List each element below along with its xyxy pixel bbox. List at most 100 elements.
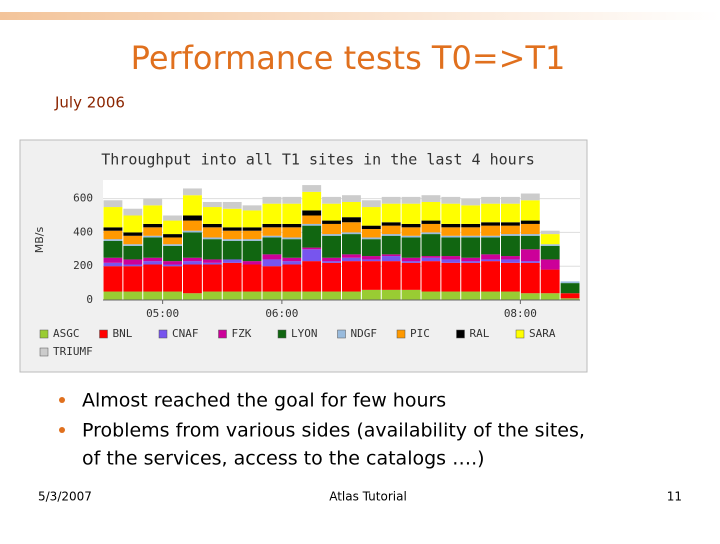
bar-segment xyxy=(103,266,123,292)
bar-segment xyxy=(322,220,341,224)
bar-segment xyxy=(103,240,123,258)
bar-segment xyxy=(202,291,222,300)
bar-segment xyxy=(282,239,302,258)
legend-swatch xyxy=(39,329,49,339)
legend-swatch xyxy=(277,329,287,339)
bar-segment xyxy=(441,235,461,238)
bar-segment xyxy=(381,254,401,257)
bullet xyxy=(59,397,65,403)
bar-segment xyxy=(381,196,401,204)
bar-segment xyxy=(262,227,282,236)
bar-segment xyxy=(361,225,381,230)
bar-segment xyxy=(302,249,322,262)
bar-segment xyxy=(560,283,580,294)
bar-segment xyxy=(401,237,421,258)
bar-segment xyxy=(381,289,401,300)
legend-swatch xyxy=(99,329,108,339)
bar-segment xyxy=(342,257,361,262)
bar-segment xyxy=(103,200,123,208)
bar-segment xyxy=(322,203,341,221)
bar-segment xyxy=(183,264,202,294)
bar-segment xyxy=(441,262,461,292)
bar-segment xyxy=(282,203,302,224)
y-tick-label: 200 xyxy=(73,259,93,272)
legend-swatch xyxy=(337,329,346,339)
bar-segment xyxy=(242,210,262,228)
bullet-text: of the services, access to the catalogs … xyxy=(82,448,485,470)
bar-segment xyxy=(520,249,540,262)
bar-segment xyxy=(302,191,322,211)
bar-segment xyxy=(501,262,520,292)
bar-segment xyxy=(282,196,302,204)
y-axis-label: MB/s xyxy=(33,226,46,253)
bar-segment xyxy=(222,201,242,209)
bar-segment xyxy=(361,259,381,262)
bar-segment xyxy=(481,225,500,236)
bar-segment xyxy=(163,220,182,235)
bar-segment xyxy=(441,223,461,228)
legend-label: SARA xyxy=(529,327,556,340)
bar-segment xyxy=(560,281,580,284)
bar-segment xyxy=(401,289,421,300)
bar-segment xyxy=(461,237,481,258)
bar-segment xyxy=(123,215,143,233)
top-band xyxy=(0,12,720,20)
bar-segment xyxy=(481,254,500,260)
bar-segment xyxy=(461,262,481,292)
bar-segment xyxy=(143,257,163,262)
bullet-text: Almost reached the goal for few hours xyxy=(82,390,446,412)
bar-segment xyxy=(163,245,182,262)
bar-segment xyxy=(421,256,441,258)
bar-segment xyxy=(143,198,163,206)
footer-page: 11 xyxy=(667,490,682,504)
bar-segment xyxy=(282,223,302,228)
bar-segment xyxy=(421,201,441,221)
bar-segment xyxy=(262,196,282,204)
bar-segment xyxy=(501,291,520,300)
legend-swatch xyxy=(396,329,406,339)
bar-segment xyxy=(282,237,302,240)
bar-segment xyxy=(342,232,361,235)
bar-segment xyxy=(183,195,202,216)
bar-segment xyxy=(242,230,262,240)
bar-segment xyxy=(401,196,421,204)
bar-segment xyxy=(123,259,143,265)
chart-title: Throughput into all T1 sites in the last… xyxy=(101,151,534,169)
y-tick-label: 600 xyxy=(73,192,93,205)
bar-segment xyxy=(520,261,540,263)
bar-segment xyxy=(322,261,341,263)
bar-segment xyxy=(421,257,441,262)
bar-segment xyxy=(381,261,401,290)
bar-segment xyxy=(520,235,540,250)
bar-segment xyxy=(123,244,143,246)
bar-segment xyxy=(222,259,242,263)
bar-segment xyxy=(481,203,500,223)
bar-segment xyxy=(143,264,163,292)
x-tick-label: 06:00 xyxy=(265,307,298,320)
bar-segment xyxy=(302,225,322,248)
bar-segment xyxy=(222,230,242,240)
bar-segment xyxy=(342,217,361,223)
bar-segment xyxy=(401,227,421,236)
bar-segment xyxy=(163,244,182,246)
bar-segment xyxy=(183,215,202,221)
bar-segment xyxy=(103,291,123,300)
bar-segment xyxy=(421,261,441,292)
bar-segment xyxy=(302,215,322,224)
bar-segment xyxy=(302,247,322,250)
bar-segment xyxy=(342,222,361,233)
x-tick-label: 05:00 xyxy=(146,307,179,320)
bar-segment xyxy=(361,207,381,226)
bar-segment xyxy=(262,259,282,267)
bar-segment xyxy=(520,262,540,294)
bar-segment xyxy=(143,261,163,265)
bar-segment xyxy=(421,195,441,202)
bar-segment xyxy=(143,205,163,224)
legend-swatch xyxy=(218,329,227,339)
bar-segment xyxy=(560,293,580,299)
bar-segment xyxy=(143,227,163,236)
bar-segment xyxy=(361,256,381,260)
bar-segment xyxy=(461,227,481,236)
slide-title: Performance tests T0=>T1 xyxy=(131,39,566,77)
